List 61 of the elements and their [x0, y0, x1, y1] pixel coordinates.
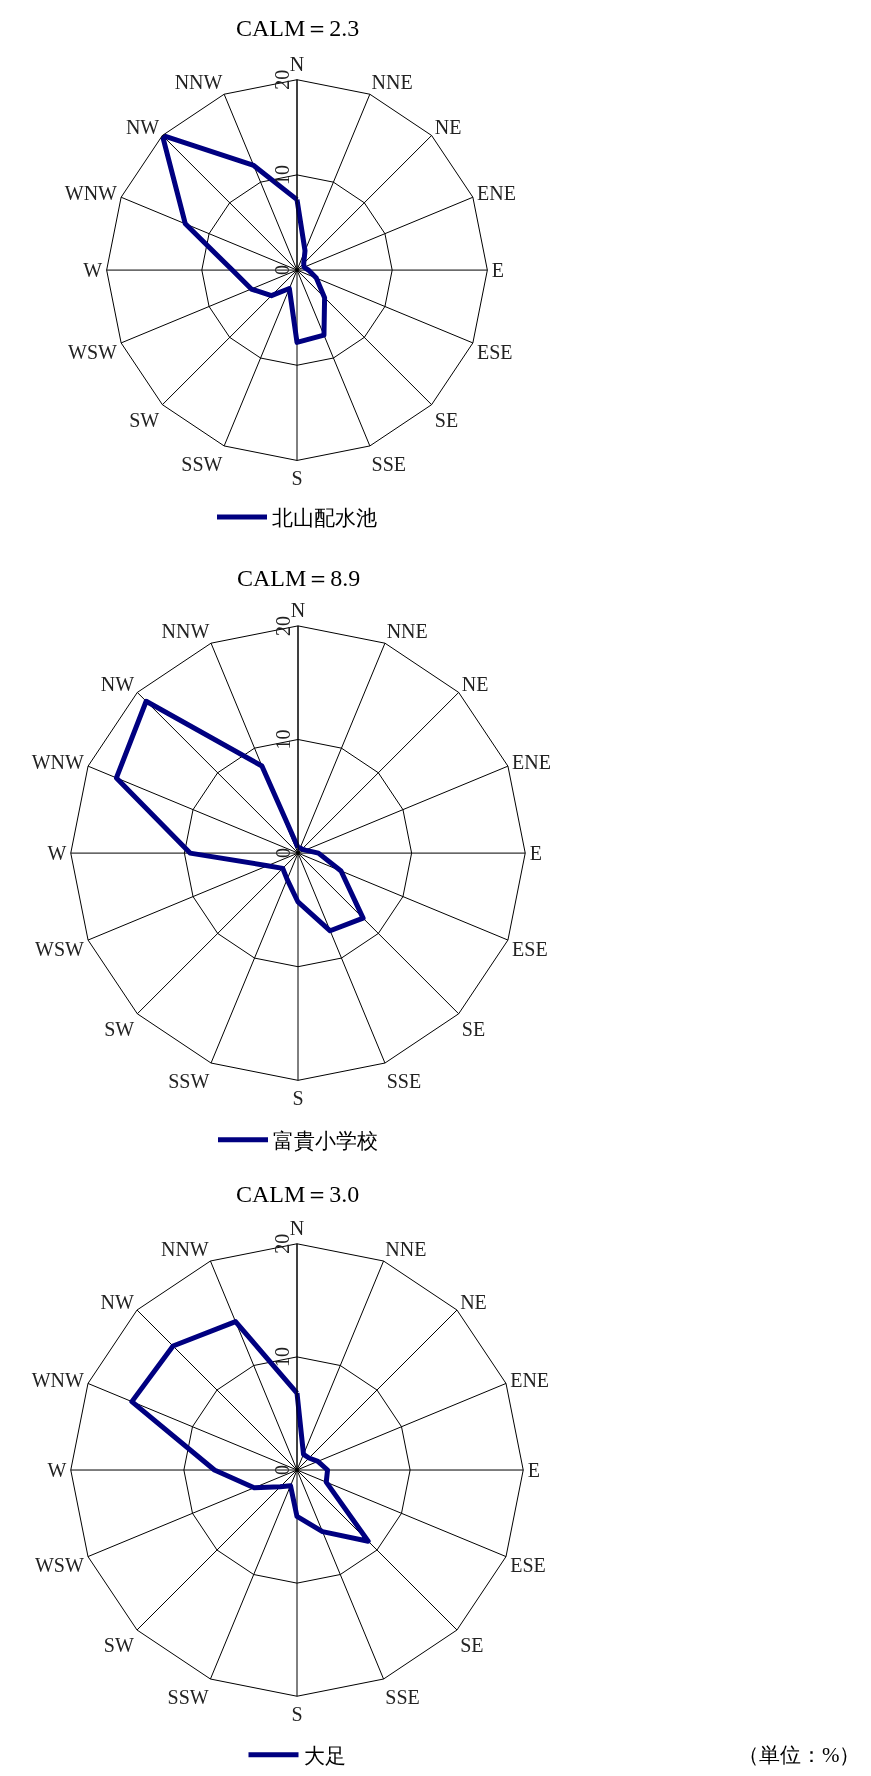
- spoke-label: NNE: [385, 1237, 427, 1260]
- spoke-label: SE: [460, 1634, 484, 1657]
- y-tick-label: 0: [270, 1465, 293, 1476]
- spoke-label: SW: [104, 1018, 135, 1041]
- spoke-label: NW: [125, 116, 160, 139]
- spoke-label: ENE: [510, 1368, 550, 1391]
- spoke-label: SSW: [168, 1070, 210, 1093]
- spoke-label: NNE: [371, 71, 413, 94]
- spoke-label: NE: [460, 1290, 487, 1313]
- chart-title: CALM＝2.3: [236, 15, 360, 41]
- spoke-label: SSW: [181, 453, 223, 476]
- spoke-label: WSW: [68, 340, 118, 363]
- spoke-label: SW: [103, 1634, 134, 1657]
- spoke-label: ENE: [477, 182, 516, 205]
- spoke-label: W: [83, 259, 103, 282]
- spoke-label: SSE: [371, 453, 407, 476]
- spoke-label: NW: [100, 1290, 134, 1313]
- y-tick-label: 10: [271, 729, 294, 750]
- chart-title: CALM＝8.9: [237, 565, 361, 591]
- y-tick-label: 10: [270, 1346, 293, 1367]
- y-tick-label: 0: [271, 848, 294, 859]
- legend-label: 北山配水池: [272, 506, 377, 531]
- spoke-label: S: [291, 466, 303, 489]
- spoke-label: W: [47, 1459, 67, 1482]
- y-tick-label: 0: [270, 265, 293, 276]
- spoke-label: ESE: [510, 1554, 546, 1577]
- spoke-label: NW: [100, 673, 135, 696]
- spoke-label: NNE: [386, 620, 428, 642]
- spoke-label: N: [289, 53, 305, 76]
- spoke-label: NNW: [161, 620, 210, 642]
- spoke-label: NE: [461, 673, 489, 696]
- spoke-label: SSE: [385, 1686, 420, 1709]
- spoke-label: WNW: [31, 1368, 84, 1391]
- spoke-label: E: [527, 1459, 540, 1482]
- spoke-label: SW: [129, 408, 160, 431]
- y-tick-label: 10: [270, 164, 293, 185]
- text: （単位：%）: [738, 1743, 861, 1767]
- spoke-label: WNW: [31, 751, 85, 774]
- spoke-label: W: [47, 842, 67, 865]
- legend-label: 大足: [303, 1743, 346, 1768]
- spoke-label: ESE: [512, 937, 548, 960]
- spoke-label: SE: [461, 1018, 486, 1041]
- spoke-label: S: [291, 1702, 303, 1725]
- spoke-label: ESE: [477, 340, 513, 363]
- chart-title: CALM＝3.0: [236, 1181, 360, 1207]
- spoke-label: N: [289, 1217, 305, 1240]
- spoke-label: S: [292, 1086, 304, 1109]
- spoke-label: WSW: [34, 1554, 84, 1577]
- spoke-label: SSW: [167, 1686, 209, 1709]
- legend-label: 富貴小学校: [273, 1128, 378, 1153]
- spoke-label: SE: [434, 408, 459, 431]
- spoke-label: E: [491, 259, 505, 282]
- spoke-label: SSE: [386, 1070, 422, 1093]
- spoke-label: WSW: [35, 937, 85, 960]
- spoke-label: NE: [434, 116, 462, 139]
- spoke-label: NNW: [160, 1237, 209, 1260]
- spoke-label: N: [290, 599, 306, 622]
- spoke-label: E: [529, 842, 542, 865]
- spoke-label: NNW: [174, 71, 223, 94]
- spoke-label: WNW: [64, 182, 118, 205]
- spoke-label: ENE: [512, 751, 551, 774]
